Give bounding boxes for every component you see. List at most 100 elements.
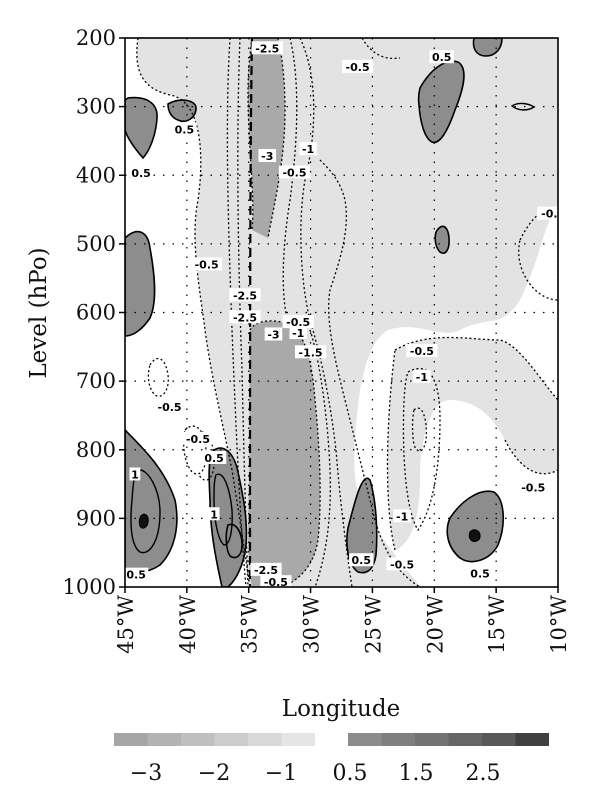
contour-label-bg xyxy=(260,575,292,589)
positive-ring-inner-4 xyxy=(138,513,149,529)
negative-region-core xyxy=(248,38,285,238)
y-tick-label: 400 xyxy=(76,163,116,187)
neg-contour-4 xyxy=(247,38,254,231)
colorbar-swatch-negative xyxy=(147,733,181,746)
positive-cell-3 xyxy=(125,230,156,337)
contour-label: 1 xyxy=(131,468,139,481)
negative-region-right xyxy=(387,337,558,550)
contour-fields xyxy=(125,38,558,587)
contour-label: -0.5 xyxy=(195,258,219,271)
contour-label-bg xyxy=(537,206,562,220)
contour-label-bg xyxy=(123,567,149,581)
contour-label-bg xyxy=(429,50,454,64)
x-axis-title: Longitude xyxy=(282,696,400,722)
contour-label-bg xyxy=(282,315,314,329)
contour-label-bg xyxy=(229,288,261,302)
contour-label-bg xyxy=(349,553,374,567)
contour-label-bg xyxy=(289,326,307,340)
neg-contour-14 xyxy=(411,407,428,452)
contour-label-bg xyxy=(467,566,493,580)
colorbar-swatch-positive xyxy=(515,733,549,746)
contour-label: 0.5 xyxy=(126,569,146,582)
contour-label: 0.5 xyxy=(175,123,195,136)
contour-label-bg xyxy=(258,149,277,163)
contour-label: -1 xyxy=(396,510,408,523)
contour-label: -3 xyxy=(261,150,273,163)
contour-label-bg xyxy=(294,345,327,359)
x-tick-label: 10°W xyxy=(547,595,571,654)
negative-region-core-lower xyxy=(248,320,321,587)
contour-label: 1 xyxy=(210,508,218,521)
contour-label: -0.5 xyxy=(410,345,434,358)
contour-label: 0.5 xyxy=(470,567,490,580)
colorbar-swatch-positive xyxy=(381,733,415,746)
colorbar-swatch-negative xyxy=(281,733,315,746)
contour-label-bg xyxy=(278,165,311,179)
positive-cell-7 xyxy=(417,60,465,144)
zero-line xyxy=(248,38,254,587)
colorbar-label: 0.5 xyxy=(333,761,368,786)
contour-label: -3 xyxy=(267,328,279,341)
contour-label-bg xyxy=(264,327,283,341)
positive-cell-8 xyxy=(472,38,503,57)
positive-cell-2 xyxy=(167,99,197,123)
x-axis: 45°W 40°W 35°W 30°W 25°W 20°W 15°W 10°W xyxy=(114,587,571,654)
colorbar-swatch-positive xyxy=(415,733,449,746)
contour-label: -0.5 xyxy=(286,316,310,329)
contour-label: -0.5 xyxy=(390,558,414,571)
contour-label-bg xyxy=(129,467,141,481)
positive-cell-9 xyxy=(434,225,450,254)
contour-label: -0.5 xyxy=(158,401,182,414)
contour-label-bg xyxy=(191,257,223,271)
neg-contour-13 xyxy=(402,367,441,532)
contour-label-bg xyxy=(393,509,411,523)
neg-contour-1 xyxy=(136,38,251,587)
contour-label: -1 xyxy=(292,327,304,340)
contour-label-bg xyxy=(251,41,283,55)
y-axis: 200 300 400 500 600 700 800 900 1000 xyxy=(63,26,125,599)
neg-contour-6 xyxy=(282,38,298,331)
colorbar: −3 −2 −1 0.5 1.5 2.5 xyxy=(114,733,549,786)
neg-contour-8 xyxy=(319,159,421,587)
y-tick-label: 700 xyxy=(76,369,116,393)
contour-label-bg xyxy=(229,310,261,324)
y-tick-label: 500 xyxy=(76,232,116,256)
contour-label-bg xyxy=(413,370,431,384)
contour-label: 0.5 xyxy=(204,452,224,465)
contour-label: -0.5 xyxy=(346,61,370,74)
neg-contour-16 xyxy=(361,38,401,60)
contour-label: -2.5 xyxy=(254,564,278,577)
contour-label-bg xyxy=(406,343,438,357)
positive-cell-1 xyxy=(125,96,158,160)
contour-label-bg xyxy=(153,400,186,414)
contour-label: 0.5 xyxy=(432,51,452,64)
neg-contour-12 xyxy=(386,349,396,551)
colorbar-swatch-negative xyxy=(114,733,148,746)
neg-contour-17 xyxy=(147,357,169,397)
neg-contour-3 xyxy=(237,38,249,587)
contour-label: -0.5 xyxy=(186,433,210,446)
colorbar-swatch-positive xyxy=(448,733,482,746)
y-axis-title: Level (hPo) xyxy=(26,247,52,378)
contour-label: -1.5 xyxy=(299,346,323,359)
positive-cell-6 xyxy=(225,523,243,559)
positive-cell-4 xyxy=(125,428,178,573)
colorbar-label: −2 xyxy=(198,761,230,786)
grid xyxy=(125,38,558,587)
y-tick-label: 900 xyxy=(76,506,116,530)
contour-label-bg xyxy=(517,480,549,494)
y-tick-label: 600 xyxy=(76,301,116,325)
contour-label-bg xyxy=(299,142,317,156)
x-tick-label: 15°W xyxy=(485,595,509,654)
colorbar-swatch-negative xyxy=(181,733,215,746)
contour-label-bg xyxy=(341,59,374,73)
y-tick-label: 300 xyxy=(76,95,116,119)
contour-labels: -2.5-0.50.50.5-3-10.5 -0.5-0.-0.5-2.5-2.5… xyxy=(123,41,562,589)
contour-label: 0.5 xyxy=(131,167,151,180)
colorbar-swatch-positive xyxy=(482,733,516,746)
contour-label: -2.5 xyxy=(255,42,279,55)
negative-region-main xyxy=(136,38,558,587)
contour-label-bg xyxy=(208,507,220,521)
neg-contour-2 xyxy=(226,38,247,587)
contour-label-bg xyxy=(172,122,197,136)
